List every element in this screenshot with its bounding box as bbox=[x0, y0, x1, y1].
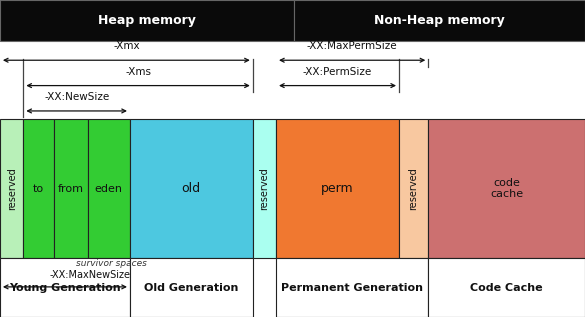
Bar bbox=[253, 119, 276, 258]
Text: -XX:MaxPermSize: -XX:MaxPermSize bbox=[307, 41, 397, 51]
Text: Non-Heap memory: Non-Heap memory bbox=[374, 14, 505, 27]
Bar bbox=[428, 119, 585, 258]
Text: survivor spaces: survivor spaces bbox=[76, 259, 147, 268]
Bar bbox=[54, 119, 88, 258]
Text: -Xms: -Xms bbox=[125, 67, 151, 77]
Text: -Xmx: -Xmx bbox=[113, 41, 140, 51]
Text: to: to bbox=[33, 184, 44, 194]
Text: Old Generation: Old Generation bbox=[144, 283, 239, 293]
Bar bbox=[276, 258, 428, 317]
Bar bbox=[399, 119, 428, 258]
Bar bbox=[276, 119, 399, 258]
Bar bbox=[88, 119, 130, 258]
Bar bbox=[0, 119, 23, 258]
Text: from: from bbox=[58, 184, 84, 194]
Text: reserved: reserved bbox=[408, 167, 419, 210]
Text: -XX:MaxNewSize: -XX:MaxNewSize bbox=[49, 270, 130, 280]
Text: reserved: reserved bbox=[259, 167, 270, 210]
Bar bbox=[428, 258, 585, 317]
Text: Young Generation: Young Generation bbox=[9, 283, 121, 293]
Text: old: old bbox=[182, 182, 201, 195]
Text: code
cache: code cache bbox=[490, 178, 523, 199]
Text: -XX:NewSize: -XX:NewSize bbox=[44, 92, 109, 102]
Text: Code Cache: Code Cache bbox=[470, 283, 543, 293]
Text: Heap memory: Heap memory bbox=[98, 14, 196, 27]
Bar bbox=[130, 119, 253, 258]
Text: reserved: reserved bbox=[6, 167, 17, 210]
Bar bbox=[294, 0, 585, 41]
Text: eden: eden bbox=[95, 184, 123, 194]
Text: perm: perm bbox=[321, 182, 354, 195]
Text: -XX:PermSize: -XX:PermSize bbox=[303, 67, 372, 77]
Bar bbox=[130, 258, 253, 317]
Text: Permanent Generation: Permanent Generation bbox=[281, 283, 423, 293]
Bar bbox=[23, 119, 54, 258]
Bar bbox=[0, 258, 130, 317]
Bar bbox=[0, 0, 294, 41]
